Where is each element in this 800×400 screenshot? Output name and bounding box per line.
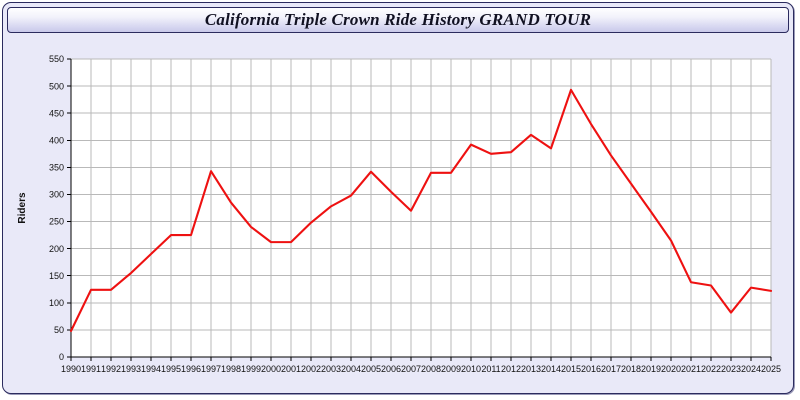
y-tick-label: 400	[49, 135, 64, 145]
y-tick-label: 350	[49, 163, 64, 173]
page-title: California Triple Crown Ride History GRA…	[204, 10, 592, 29]
y-tick-label: 550	[49, 54, 64, 64]
x-tick-label: 2021	[681, 364, 701, 374]
x-tick-label: 2025	[761, 364, 781, 374]
x-tick-label: 2023	[721, 364, 741, 374]
x-tick-label: 2024	[741, 364, 761, 374]
y-tick-label: 450	[49, 108, 64, 118]
y-tick-label: 500	[49, 81, 64, 91]
tick-marks	[67, 58, 772, 361]
title-bar: California Triple Crown Ride History GRA…	[7, 7, 789, 33]
x-tick-label: 2016	[581, 364, 601, 374]
y-tick-label: 100	[49, 298, 64, 308]
x-tick-label: 1990	[61, 364, 81, 374]
y-tick-label: 150	[49, 271, 64, 281]
x-tick-label: 1993	[121, 364, 141, 374]
plot-background	[71, 59, 771, 357]
x-tick-label: 1992	[101, 364, 121, 374]
x-tick-label: 2009	[441, 364, 461, 374]
x-tick-label: 2011	[481, 364, 500, 374]
y-tick-label: 250	[49, 217, 64, 227]
chart-window: California Triple Crown Ride History GRA…	[2, 2, 794, 394]
x-tick-label: 1996	[181, 364, 201, 374]
x-tick-label: 2018	[621, 364, 641, 374]
x-tick-label: 1991	[81, 364, 101, 374]
x-tick-label: 2001	[281, 364, 301, 374]
x-tick-label: 2020	[661, 364, 681, 374]
x-tick-label: 1994	[141, 364, 161, 374]
x-tick-label: 2012	[501, 364, 521, 374]
plot-area: 0 50 100 150 200 250 300 350 400 450 500 550 1990 19…	[3, 35, 793, 393]
y-axis-tick-labels: 0 50 100 150 200 250 300 350 400 450 500 550	[49, 54, 64, 362]
x-axis-tick-labels: 1990 1991 1992 1993 1994 1995 1996 1997 1998 1999…	[61, 364, 781, 374]
x-tick-label: 2010	[461, 364, 481, 374]
y-tick-label: 200	[49, 244, 64, 254]
x-tick-label: 2007	[401, 364, 421, 374]
x-tick-label: 2013	[521, 364, 541, 374]
y-tick-label: 0	[59, 352, 64, 362]
x-tick-label: 2014	[541, 364, 561, 374]
x-tick-label: 1995	[161, 364, 181, 374]
x-tick-label: 2004	[341, 364, 361, 374]
y-tick-label: 50	[54, 325, 64, 335]
x-tick-label: 2000	[261, 364, 281, 374]
x-tick-label: 2017	[601, 364, 621, 374]
x-tick-label: 2003	[321, 364, 341, 374]
x-tick-label: 1999	[241, 364, 261, 374]
data-series-riders	[69, 88, 773, 333]
x-tick-label: 1998	[221, 364, 241, 374]
x-tick-label: 2015	[561, 364, 581, 374]
x-tick-label: 2005	[361, 364, 381, 374]
grid-lines	[71, 58, 772, 357]
x-tick-label: 2008	[421, 364, 441, 374]
x-tick-label: 2006	[381, 364, 401, 374]
x-tick-label: 2019	[641, 364, 661, 374]
x-tick-label: 2002	[301, 364, 321, 374]
y-tick-label: 300	[49, 190, 64, 200]
x-tick-label: 2022	[701, 364, 721, 374]
y-axis-label: Riders	[17, 192, 28, 224]
x-tick-label: 1997	[201, 364, 221, 374]
